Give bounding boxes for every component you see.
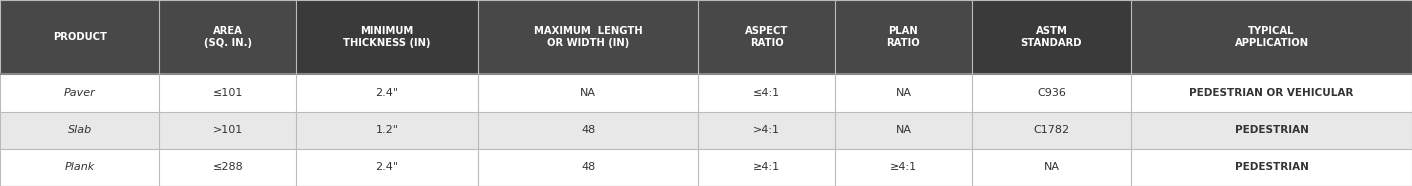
Text: PEDESTRIAN: PEDESTRIAN <box>1234 162 1309 172</box>
Text: ≤4:1: ≤4:1 <box>753 88 781 98</box>
Text: NA: NA <box>895 88 911 98</box>
Bar <box>0 112 160 149</box>
Bar <box>0 149 160 186</box>
Bar <box>834 74 971 112</box>
Bar <box>479 74 699 112</box>
Bar <box>699 74 834 112</box>
Bar <box>699 149 834 186</box>
Bar <box>834 112 971 149</box>
Text: 48: 48 <box>582 162 596 172</box>
Text: >101: >101 <box>213 125 243 135</box>
Text: ≤101: ≤101 <box>213 88 243 98</box>
Bar <box>834 149 971 186</box>
Bar <box>1131 112 1412 149</box>
Text: Slab: Slab <box>68 125 92 135</box>
Bar <box>160 149 297 186</box>
Text: PEDESTRIAN: PEDESTRIAN <box>1234 125 1309 135</box>
Text: ≤288: ≤288 <box>212 162 243 172</box>
Bar <box>699 0 834 74</box>
Bar <box>0 74 160 112</box>
Text: TYPICAL
APPLICATION: TYPICAL APPLICATION <box>1234 26 1309 48</box>
Bar <box>971 149 1131 186</box>
Text: NA: NA <box>580 88 596 98</box>
Bar <box>699 112 834 149</box>
Bar <box>160 0 297 74</box>
Bar <box>479 112 699 149</box>
Text: NA: NA <box>1043 162 1059 172</box>
Text: AREA
(SQ. IN.): AREA (SQ. IN.) <box>203 26 251 48</box>
Bar <box>297 112 479 149</box>
Text: >4:1: >4:1 <box>753 125 781 135</box>
Text: MAXIMUM  LENGTH
OR WIDTH (IN): MAXIMUM LENGTH OR WIDTH (IN) <box>534 26 642 48</box>
Text: C1782: C1782 <box>1034 125 1069 135</box>
Text: 2.4": 2.4" <box>376 162 398 172</box>
Bar <box>971 74 1131 112</box>
Text: ≥4:1: ≥4:1 <box>890 162 916 172</box>
Text: PRODUCT: PRODUCT <box>52 32 107 42</box>
Bar <box>971 112 1131 149</box>
Text: PEDESTRIAN OR VEHICULAR: PEDESTRIAN OR VEHICULAR <box>1189 88 1354 98</box>
Text: ≥4:1: ≥4:1 <box>753 162 781 172</box>
Bar <box>297 0 479 74</box>
Bar <box>160 112 297 149</box>
Bar <box>297 74 479 112</box>
Text: 48: 48 <box>582 125 596 135</box>
Bar <box>479 149 699 186</box>
Text: Paver: Paver <box>64 88 96 98</box>
Text: ASTM
STANDARD: ASTM STANDARD <box>1021 26 1082 48</box>
Text: Plank: Plank <box>65 162 95 172</box>
Bar <box>1131 74 1412 112</box>
Text: 1.2": 1.2" <box>376 125 398 135</box>
Bar <box>971 0 1131 74</box>
Text: C936: C936 <box>1036 88 1066 98</box>
Bar <box>1131 149 1412 186</box>
Text: PLAN
RATIO: PLAN RATIO <box>887 26 921 48</box>
Bar <box>834 0 971 74</box>
Bar <box>160 74 297 112</box>
Text: ASPECT
RATIO: ASPECT RATIO <box>746 26 788 48</box>
Bar <box>1131 0 1412 74</box>
Bar <box>0 0 160 74</box>
Bar <box>297 149 479 186</box>
Bar <box>479 0 699 74</box>
Text: 2.4": 2.4" <box>376 88 398 98</box>
Text: MINIMUM
THICKNESS (IN): MINIMUM THICKNESS (IN) <box>343 26 431 48</box>
Text: NA: NA <box>895 125 911 135</box>
